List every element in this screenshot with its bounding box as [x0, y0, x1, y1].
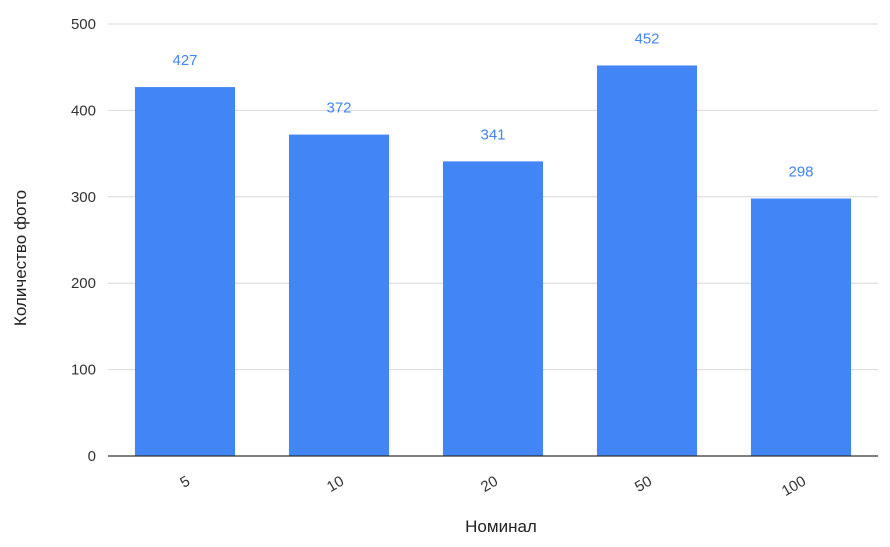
- y-axis-ticks: 0 100 200 300 400 500: [71, 16, 96, 465]
- bar-20: [442, 161, 544, 456]
- x-axis-title: Номинал: [465, 517, 537, 536]
- bar-100: [750, 198, 852, 456]
- y-tick-label: 400: [71, 102, 96, 119]
- y-tick-label: 0: [88, 448, 96, 465]
- x-tick-label: 50: [632, 473, 655, 496]
- x-tick-label: 20: [478, 473, 501, 496]
- y-tick-label: 500: [71, 16, 96, 33]
- x-tick-label: 5: [177, 473, 193, 492]
- x-tick-label: 100: [779, 473, 809, 500]
- bar-5: [134, 87, 236, 457]
- y-tick-label: 100: [71, 362, 96, 379]
- y-tick-label: 200: [71, 275, 96, 292]
- data-labels: 427 372 341 452 298: [172, 30, 813, 180]
- data-label-10: 372: [326, 100, 351, 117]
- x-tick-label: 10: [324, 473, 347, 496]
- bar-10: [288, 134, 390, 457]
- bars: [134, 65, 852, 457]
- bar-50: [596, 65, 698, 457]
- data-label-20: 341: [480, 126, 505, 143]
- data-label-100: 298: [788, 164, 813, 181]
- x-axis-ticks: 5 10 20 50 100: [177, 473, 809, 500]
- y-axis-title: Количество фото: [11, 190, 30, 326]
- y-tick-label: 300: [71, 189, 96, 206]
- data-label-5: 427: [172, 52, 197, 69]
- data-label-50: 452: [634, 30, 659, 47]
